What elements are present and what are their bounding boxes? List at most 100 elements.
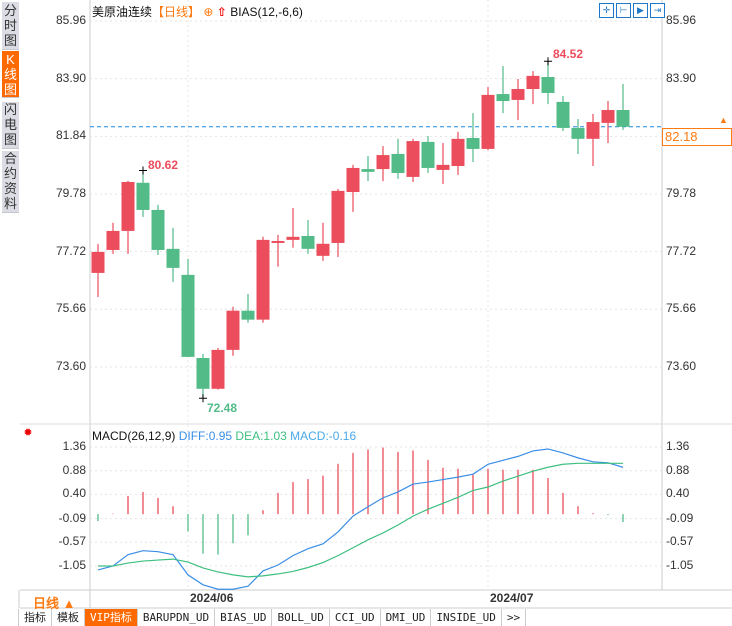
period-selector[interactable]: 日线 ▲ — [33, 596, 76, 611]
sidebar-item-contract-info[interactable]: 合约资料 — [2, 151, 19, 213]
left-macd-axis-label: 1.36 — [62, 439, 86, 453]
left-price-axis-label: 77.72 — [55, 243, 86, 258]
tab-cci-ud[interactable]: CCI_UD — [329, 609, 381, 626]
candle-body — [271, 241, 285, 243]
period-label[interactable]: 【日线】 — [152, 5, 201, 19]
candle-body — [106, 230, 120, 250]
left-macd-axis-label: 0.40 — [62, 486, 86, 501]
left-price-axis-label: 75.66 — [55, 301, 86, 316]
left-price-axis-label: 73.60 — [55, 358, 86, 373]
left-macd-axis-label: -0.09 — [58, 510, 86, 525]
candle-body — [616, 110, 630, 127]
candle-body — [601, 110, 615, 123]
candle-body — [286, 236, 300, 240]
right-price-axis-label: 83.90 — [666, 70, 697, 85]
settings-sun-icon[interactable]: ✹ — [23, 427, 33, 439]
extreme-marker — [139, 166, 147, 175]
zoom-range-icon[interactable]: ⊢ — [616, 3, 631, 18]
macd-header: MACD(26,12,9) DIFF:0.95 DEA:1.03 MACD:-0… — [92, 429, 356, 443]
chart-header: 美原油连续【日线】 ⊕ ⇧ BIAS(12,-6,6) — [92, 3, 303, 20]
tab-boll-ud[interactable]: BOLL_UD — [272, 609, 330, 626]
left-macd-axis-label: 0.88 — [62, 462, 86, 477]
high-annotation: 80.62 — [148, 158, 179, 172]
sidebar-item-kline[interactable]: K线图 — [2, 51, 19, 98]
tab-vip-indicators[interactable]: VIP指标 — [85, 609, 138, 626]
crosshair-icon[interactable]: ✛ — [599, 3, 614, 18]
left-price-axis-label: 79.78 — [55, 185, 86, 200]
right-macd-axis-label: -1.05 — [666, 558, 694, 572]
right-macd-axis-label: 0.88 — [666, 462, 690, 477]
tab-more-button[interactable]: >> — [501, 609, 527, 626]
candle-body — [196, 357, 210, 389]
candle-body — [346, 167, 360, 193]
tab-dmi-ud[interactable]: DMI_UD — [380, 609, 432, 626]
candle-body — [91, 251, 105, 273]
candle-body — [571, 127, 585, 139]
candle-body — [541, 76, 555, 93]
right-price-axis-label: 77.72 — [666, 243, 697, 258]
candle-body — [496, 94, 510, 102]
tab-barupdn-ud[interactable]: BARUPDN_UD — [137, 609, 216, 626]
candle-body — [391, 153, 405, 173]
left-macd-axis-label: -1.05 — [58, 558, 86, 572]
diff-value: DIFF:0.95 — [178, 429, 233, 443]
extreme-marker — [199, 394, 207, 403]
candle-body — [361, 169, 375, 172]
candle-body — [136, 182, 150, 210]
right-price-axis-label: 79.78 — [666, 185, 697, 200]
candle-body — [511, 89, 525, 100]
candle-body — [121, 181, 135, 231]
tab-inside-ud[interactable]: INSIDE_UD — [431, 609, 502, 626]
candle-body — [436, 164, 450, 170]
candle-body — [526, 75, 540, 90]
tab-templates[interactable]: 模板 — [52, 609, 85, 626]
right-price-axis-label: 75.66 — [666, 301, 697, 316]
candle-body — [451, 138, 465, 166]
candle-body — [376, 155, 390, 170]
indicator-tabbar: 指标 模板 VIP指标 BARUPDN_UD BIAS_UD BOLL_UD C… — [18, 609, 527, 626]
candle-body — [211, 349, 225, 389]
candle-body — [331, 190, 345, 243]
right-macd-axis-label: 1.36 — [666, 439, 690, 453]
candle-body — [256, 239, 270, 320]
candle-body — [226, 310, 240, 350]
tab-indicators[interactable]: 指标 — [19, 609, 52, 626]
tab-bias-ud[interactable]: BIAS_UD — [215, 609, 273, 626]
candle-body — [421, 141, 435, 168]
play-icon[interactable]: ▶ — [633, 3, 648, 18]
sidebar-item-flash[interactable]: 闪电图 — [2, 102, 19, 149]
right-macd-axis-label: -0.57 — [666, 534, 694, 549]
indicator-label[interactable]: BIAS(12,-6,6) — [230, 5, 303, 19]
price-marker-icon: ▲ — [719, 115, 728, 125]
left-macd-axis-label: -0.57 — [58, 534, 86, 549]
extreme-marker — [544, 57, 552, 66]
candle-body — [301, 235, 315, 249]
diff-line — [97, 448, 624, 590]
left-price-axis-label: 83.90 — [55, 70, 86, 85]
candle-body — [151, 209, 165, 250]
candle-body — [181, 274, 195, 357]
right-price-axis-label: 85.96 — [666, 13, 697, 27]
candle-body — [466, 137, 480, 149]
dea-value: DEA:1.03 — [235, 429, 287, 443]
left-price-axis-label: 81.84 — [55, 128, 86, 143]
exit-right-icon[interactable]: ⇥ — [650, 3, 665, 18]
low-annotation: 72.48 — [207, 401, 238, 415]
left-price-axis-label: 85.96 — [55, 13, 86, 27]
dea-line — [98, 462, 623, 578]
right-macd-axis-label: -0.09 — [666, 510, 694, 525]
macd-title: MACD(26,12,9) — [92, 429, 176, 443]
candle-body — [241, 310, 255, 320]
candle-body — [556, 101, 570, 128]
x-axis-label: 2024/07 — [490, 591, 534, 605]
add-indicator-icon[interactable]: ⊕ — [203, 5, 214, 19]
high-annotation: 84.52 — [553, 47, 584, 61]
right-price-axis-label: 73.60 — [666, 358, 697, 373]
current-price-label: 82.18 — [662, 128, 732, 146]
candle-body — [406, 141, 420, 177]
sidebar-item-timeshare[interactable]: 分时图 — [2, 2, 19, 50]
right-macd-axis-label: 0.40 — [666, 486, 690, 501]
macd-value: MACD:-0.16 — [290, 429, 357, 443]
candle-body — [166, 248, 180, 268]
